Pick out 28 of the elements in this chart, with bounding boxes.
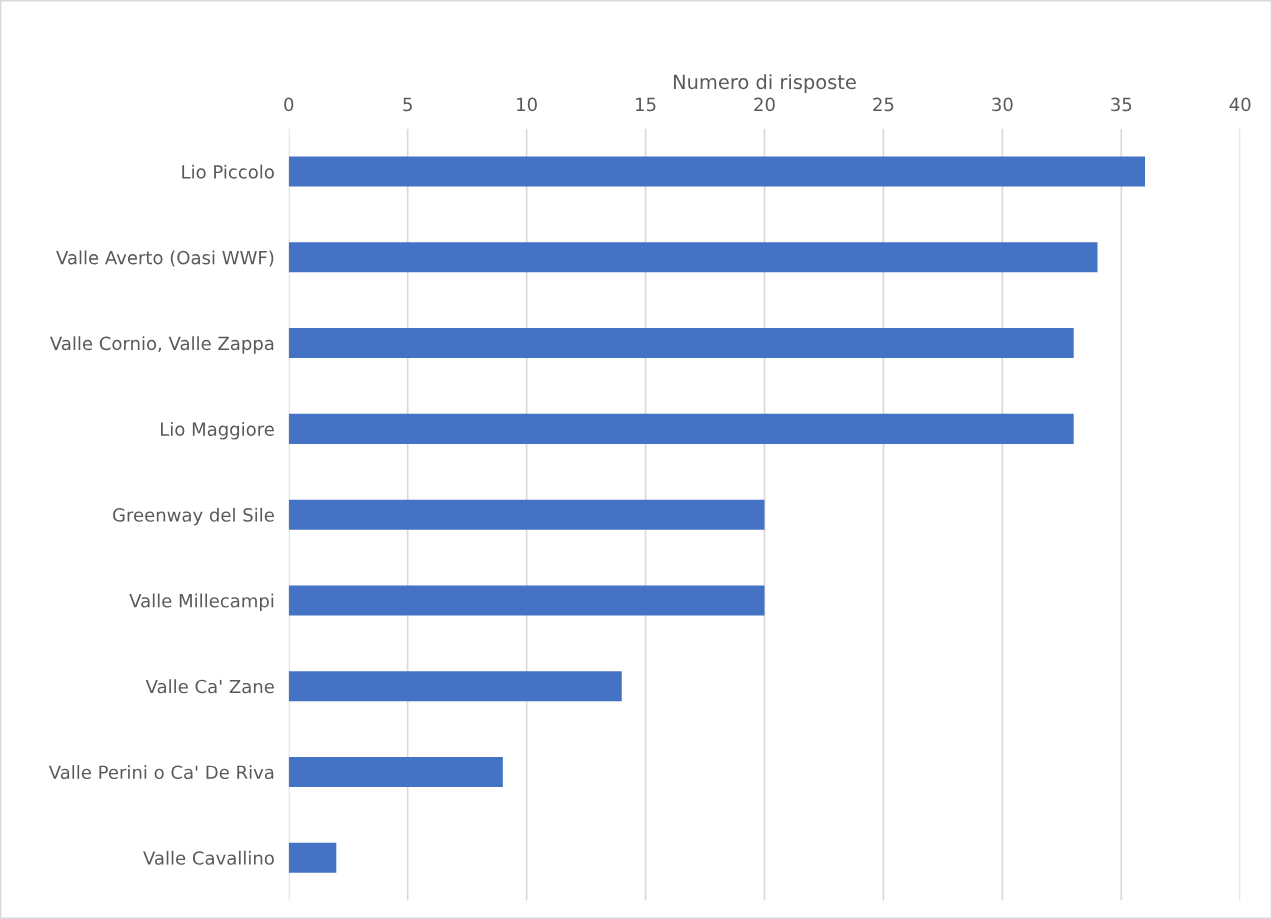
y-tick-label: Valle Cornio, Valle Zappa — [50, 336, 274, 354]
y-tick-label: Valle Cavallino — [143, 850, 274, 865]
y-tick-label: Lio Maggiore — [161, 422, 274, 440]
bar — [288, 671, 622, 702]
bar — [288, 499, 765, 530]
bar — [288, 242, 1098, 273]
y-tick-label: Valle Ca' Zane — [145, 679, 274, 694]
bar — [288, 585, 765, 616]
x-tick-label: 25 — [873, 97, 894, 112]
bar — [288, 413, 1074, 444]
x-tick-label: 5 — [403, 97, 412, 112]
bar — [288, 842, 337, 873]
y-tick-label: Greenway del Sile — [113, 507, 274, 526]
x-tick-label: 20 — [754, 97, 775, 112]
x-tick-label: 35 — [1111, 97, 1132, 112]
x-tick-label: 15 — [636, 97, 656, 112]
y-tick-label: Valle Perini o Ca' De Riva — [48, 765, 274, 780]
x-tick-label: 0 — [284, 97, 294, 112]
x-tick-label: 30 — [992, 97, 1013, 112]
x-axis-title: Numero di risposte — [673, 74, 856, 94]
bar — [288, 156, 1146, 187]
bar — [288, 328, 1074, 359]
y-tick-label: Valle Millecampi — [129, 593, 274, 612]
x-tick-label: 10 — [517, 97, 537, 112]
bar — [288, 756, 503, 787]
x-tick-label: 40 — [1229, 97, 1251, 112]
y-tick-label: Lio Piccolo — [182, 164, 274, 179]
y-tick-label: Valle Averto (Oasi WWF) — [56, 250, 274, 267]
